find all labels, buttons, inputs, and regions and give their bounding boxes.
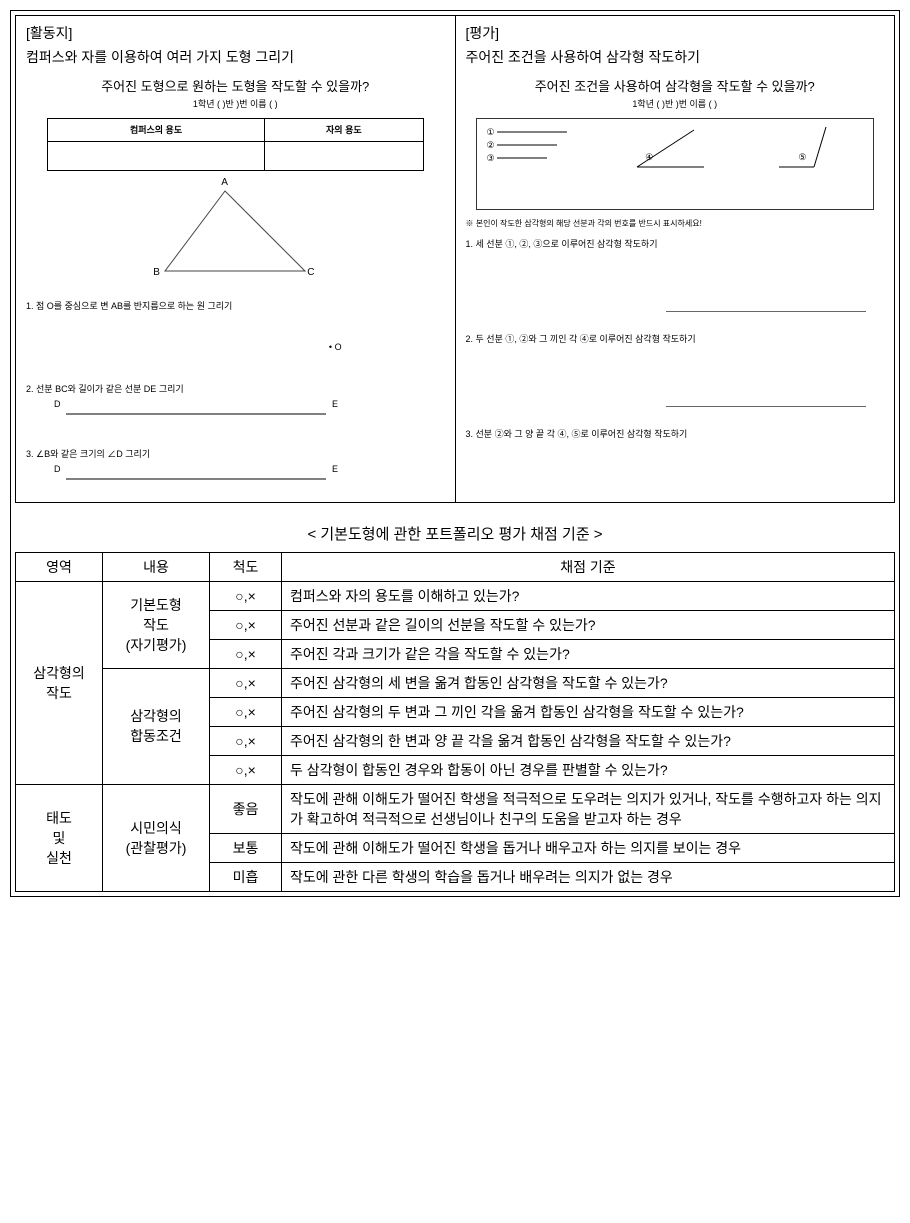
scale-mid: 보통 (210, 833, 282, 862)
left-q1: 1. 점 O를 중심으로 변 AB를 반지름으로 하는 원 그리기 (26, 299, 445, 312)
spacer (466, 448, 885, 478)
th-ruler: 자의 용도 (265, 118, 423, 141)
left-worksheet-preview: 주어진 도형으로 원하는 도형을 작도할 수 있을까? 1학년 ( )반 )번 … (26, 76, 445, 482)
seg1-E: E (332, 399, 338, 409)
conditions-box: ① ② ③ ④ (476, 118, 875, 210)
label-B: B (153, 267, 160, 278)
left-ws-title: 주어진 도형으로 원하는 도형을 작도할 수 있을까? (26, 76, 445, 95)
left-title: 컴퍼스와 자를 이용하여 여러 가지 도형 그리기 (26, 49, 294, 65)
worksheet-right-cell: [평가] 주어진 조건을 사용하여 삼각형 작도하기 주어진 조건을 사용하여 … (456, 16, 895, 502)
table-row: 삼각형의 작도 기본도형 작도 (자기평가) ○,× 컴퍼스와 자의 용도를 이… (16, 581, 895, 610)
criteria-r10: 작도에 관한 다른 학생의 학습을 돕거나 배우려는 의지가 없는 경우 (282, 862, 895, 891)
area-1: 삼각형의 작도 (16, 581, 103, 784)
right-q1: 1. 세 선분 ①, ②, ③으로 이루어진 삼각형 작도하기 (466, 237, 885, 250)
criteria-r9: 작도에 관해 이해도가 떨어진 학생을 돕거나 배우고자 하는 의지를 보이는 … (282, 833, 895, 862)
right-tag: [평가] (466, 25, 500, 41)
rubric-heading: < 기본도형에 관한 포트폴리오 평가 채점 기준 > (15, 523, 895, 544)
conditions-list: ① ② ③ (487, 125, 597, 185)
point-O: • O (226, 342, 445, 352)
right-header: [평가] 주어진 조건을 사용하여 삼각형 작도하기 (466, 22, 885, 70)
right-note: ※ 본인이 작도한 삼각형의 해당 선분과 각의 번호를 반드시 표시하세요! (466, 218, 885, 229)
rubric-table: 영역 내용 척도 채점 기준 삼각형의 작도 기본도형 작도 (자기평가) ○,… (15, 552, 895, 892)
worksheet-grid: [활동지] 컴퍼스와 자를 이용하여 여러 가지 도형 그리기 주어진 도형으로… (15, 15, 895, 503)
answer-line-1 (666, 310, 866, 312)
th-area: 영역 (16, 552, 103, 581)
scale-ox: ○,× (210, 697, 282, 726)
scale-ox: ○,× (210, 755, 282, 784)
criteria-r5: 주어진 삼각형의 두 변과 그 끼인 각을 옮겨 합동인 삼각형을 작도할 수 … (282, 697, 895, 726)
angle-4: ④ (629, 122, 709, 185)
criteria-r6: 주어진 삼각형의 한 변과 양 끝 각을 옮겨 합동인 삼각형을 작도할 수 있… (282, 726, 895, 755)
td-ruler-blank (265, 141, 423, 170)
left-ws-sub: 1학년 ( )반 )번 이름 ( ) (26, 97, 445, 110)
td-compass-blank (47, 141, 264, 170)
criteria-r1: 컴퍼스와 자의 용도를 이해하고 있는가? (282, 581, 895, 610)
criteria-r7: 두 삼각형이 합동인 경우와 합동이 아닌 경우를 판별할 수 있는가? (282, 755, 895, 784)
content-3: 시민의식 (관찰평가) (103, 784, 210, 891)
area-2: 태도 및 실천 (16, 784, 103, 891)
segment-DE-1: D E (66, 403, 326, 417)
worksheet-left-cell: [활동지] 컴퍼스와 자를 이용하여 여러 가지 도형 그리기 주어진 도형으로… (16, 16, 456, 502)
label-C: C (307, 267, 314, 278)
left-q2: 2. 선분 BC와 길이가 같은 선분 DE 그리기 (26, 382, 445, 395)
right-worksheet-preview: 주어진 조건을 사용하여 삼각형을 작도할 수 있을까? 1학년 ( )반 )번… (466, 76, 885, 478)
angle-5-icon (774, 122, 834, 172)
scale-ox: ○,× (210, 581, 282, 610)
table-row: 삼각형의 합동조건 ○,× 주어진 삼각형의 세 변을 옮겨 합동인 삼각형을 … (16, 668, 895, 697)
scale-good: 좋음 (210, 784, 282, 833)
th-criteria: 채점 기준 (282, 552, 895, 581)
triangle-figure: A B C (135, 181, 335, 291)
angle-5: ⑤ (774, 122, 834, 185)
right-q3: 3. 선분 ②와 그 양 끝 각 ④, ⑤로 이루어진 삼각형 작도하기 (466, 427, 885, 440)
cond-2: ② (487, 140, 597, 151)
seg2-E: E (332, 464, 338, 474)
angle-figures: ④ ⑤ (597, 125, 868, 185)
left-header: [활동지] 컴퍼스와 자를 이용하여 여러 가지 도형 그리기 (26, 22, 445, 70)
left-tag: [활동지] (26, 25, 72, 41)
page-container: [활동지] 컴퍼스와 자를 이용하여 여러 가지 도형 그리기 주어진 도형으로… (10, 10, 900, 897)
triangle-icon (135, 181, 335, 291)
left-q3: 3. ∠B와 같은 크기의 ∠D 그리기 (26, 447, 445, 460)
th-compass: 컴퍼스의 용도 (47, 118, 264, 141)
th-content: 내용 (103, 552, 210, 581)
compass-ruler-table: 컴퍼스의 용도 자의 용도 (47, 118, 424, 171)
criteria-r4: 주어진 삼각형의 세 변을 옮겨 합동인 삼각형을 작도할 수 있는가? (282, 668, 895, 697)
content-2: 삼각형의 합동조건 (103, 668, 210, 784)
scale-ox: ○,× (210, 668, 282, 697)
cond-1: ① (487, 127, 597, 138)
table-row: 태도 및 실천 시민의식 (관찰평가) 좋음 작도에 관해 이해도가 떨어진 학… (16, 784, 895, 833)
right-ws-sub: 1학년 ( )반 )번 이름 ( ) (466, 97, 885, 110)
label-A: A (221, 177, 228, 188)
angle-4-icon (629, 122, 709, 172)
answer-line-2 (666, 405, 866, 407)
criteria-r3: 주어진 각과 크기가 같은 각을 작도할 수 있는가? (282, 639, 895, 668)
rubric-header-row: 영역 내용 척도 채점 기준 (16, 552, 895, 581)
content-1: 기본도형 작도 (자기평가) (103, 581, 210, 668)
scale-ox: ○,× (210, 639, 282, 668)
th-scale: 척도 (210, 552, 282, 581)
right-title: 주어진 조건을 사용하여 삼각형 작도하기 (466, 49, 701, 65)
criteria-r2: 주어진 선분과 같은 길이의 선분을 작도할 수 있는가? (282, 610, 895, 639)
segment-DE-2: D E (66, 468, 326, 482)
right-q2: 2. 두 선분 ①, ②와 그 끼인 각 ④로 이루어진 삼각형 작도하기 (466, 332, 885, 345)
scale-ox: ○,× (210, 726, 282, 755)
right-ws-title: 주어진 조건을 사용하여 삼각형을 작도할 수 있을까? (466, 76, 885, 95)
scale-ox: ○,× (210, 610, 282, 639)
criteria-r8: 작도에 관해 이해도가 떨어진 학생을 적극적으로 도우려는 의지가 있거나, … (282, 784, 895, 833)
scale-low: 미흡 (210, 862, 282, 891)
cond-3: ③ (487, 153, 597, 164)
seg2-D: D (54, 464, 61, 474)
seg1-D: D (54, 399, 61, 409)
